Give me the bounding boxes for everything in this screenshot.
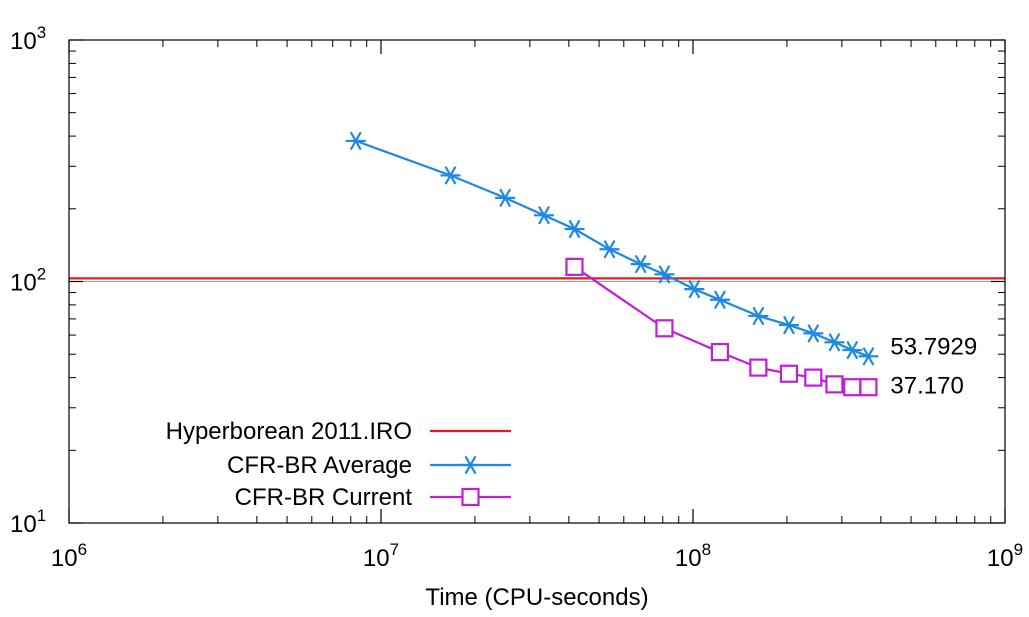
data-point-cfr-br-average [684, 279, 705, 299]
data-point-cfr-br-average [440, 166, 461, 185]
asterisk-stroke [862, 347, 875, 366]
asterisk-stroke [713, 290, 726, 310]
y-tick-label: 102 [10, 265, 46, 297]
series-line-cfr-br-average [355, 139, 869, 358]
data-point-cfr-br-average [495, 188, 516, 208]
data-point-cfr-br-average [858, 347, 879, 366]
asterisk-stroke [349, 131, 362, 151]
data-point-cfr-br-average [824, 333, 845, 352]
asterisk-stroke [828, 333, 841, 352]
asterisk-stroke [568, 219, 581, 239]
data-point-cfr-br-current [843, 378, 862, 397]
data-point-cfr-br-average [345, 131, 366, 151]
asterisk-stroke [464, 455, 477, 475]
data-point-cfr-br-average [803, 324, 824, 343]
legend-swatch-marker [460, 455, 481, 475]
x-tick-label: 107 [363, 540, 399, 572]
y-tick-label: 103 [10, 23, 46, 55]
data-point-cfr-br-current [779, 364, 799, 383]
data-point-cfr-br-current [859, 378, 878, 397]
data-label: 53.7929 [890, 334, 977, 361]
x-tick-label: 106 [51, 540, 87, 572]
data-point-cfr-br-average [778, 315, 799, 335]
asterisk-stroke [603, 240, 616, 259]
annotation-layer: 53.7929 37.170 [890, 334, 977, 400]
y-tick-label: 101 [10, 506, 46, 538]
asterisk-stroke [807, 324, 820, 343]
data-point-cfr-br-average [842, 340, 863, 360]
data-point-cfr-br-average [564, 219, 585, 239]
asterisk-stroke [782, 315, 795, 335]
data-point-cfr-br-current [804, 368, 823, 387]
asterisk-stroke [444, 166, 457, 185]
asterisk-stroke [688, 279, 701, 299]
asterisk-stroke [538, 206, 550, 225]
asterisk-stroke [752, 306, 765, 326]
data-point-cfr-br-average [709, 290, 730, 310]
data-point-cfr-br-current [565, 257, 584, 276]
data-point-cfr-br-current [749, 358, 768, 377]
series-layer [69, 131, 1005, 397]
tick-layer: 106 107 108 109 101 102 103 [10, 23, 1023, 572]
data-point-cfr-br-current [655, 319, 674, 338]
data-point-cfr-br-average [748, 306, 769, 326]
x-axis-title: Time (CPU-seconds) [425, 584, 648, 611]
asterisk-stroke [499, 188, 512, 208]
legend-label: CFR-BR Average [227, 452, 412, 479]
legend-label: Hyperborean 2011.IRO [166, 418, 412, 445]
data-label: 37.170 [890, 372, 963, 399]
x-tick-label: 109 [987, 540, 1023, 572]
legend-swatch-marker [461, 487, 480, 507]
asterisk-stroke [634, 254, 647, 274]
data-point-cfr-br-current [710, 343, 730, 362]
data-point-cfr-br-average [630, 254, 651, 274]
asterisk-stroke [846, 340, 859, 360]
data-point-cfr-br-average [654, 265, 675, 284]
legend: Hyperborean 2011.IRO CFR-BR Average CFR-BR… [166, 418, 511, 511]
data-point-cfr-br-average [599, 240, 620, 259]
asterisk-stroke [658, 265, 671, 284]
legend-label: CFR-BR Current [235, 484, 413, 511]
data-point-cfr-br-current [825, 375, 844, 394]
data-point-cfr-br-average [534, 206, 555, 225]
x-tick-label: 108 [675, 540, 711, 572]
